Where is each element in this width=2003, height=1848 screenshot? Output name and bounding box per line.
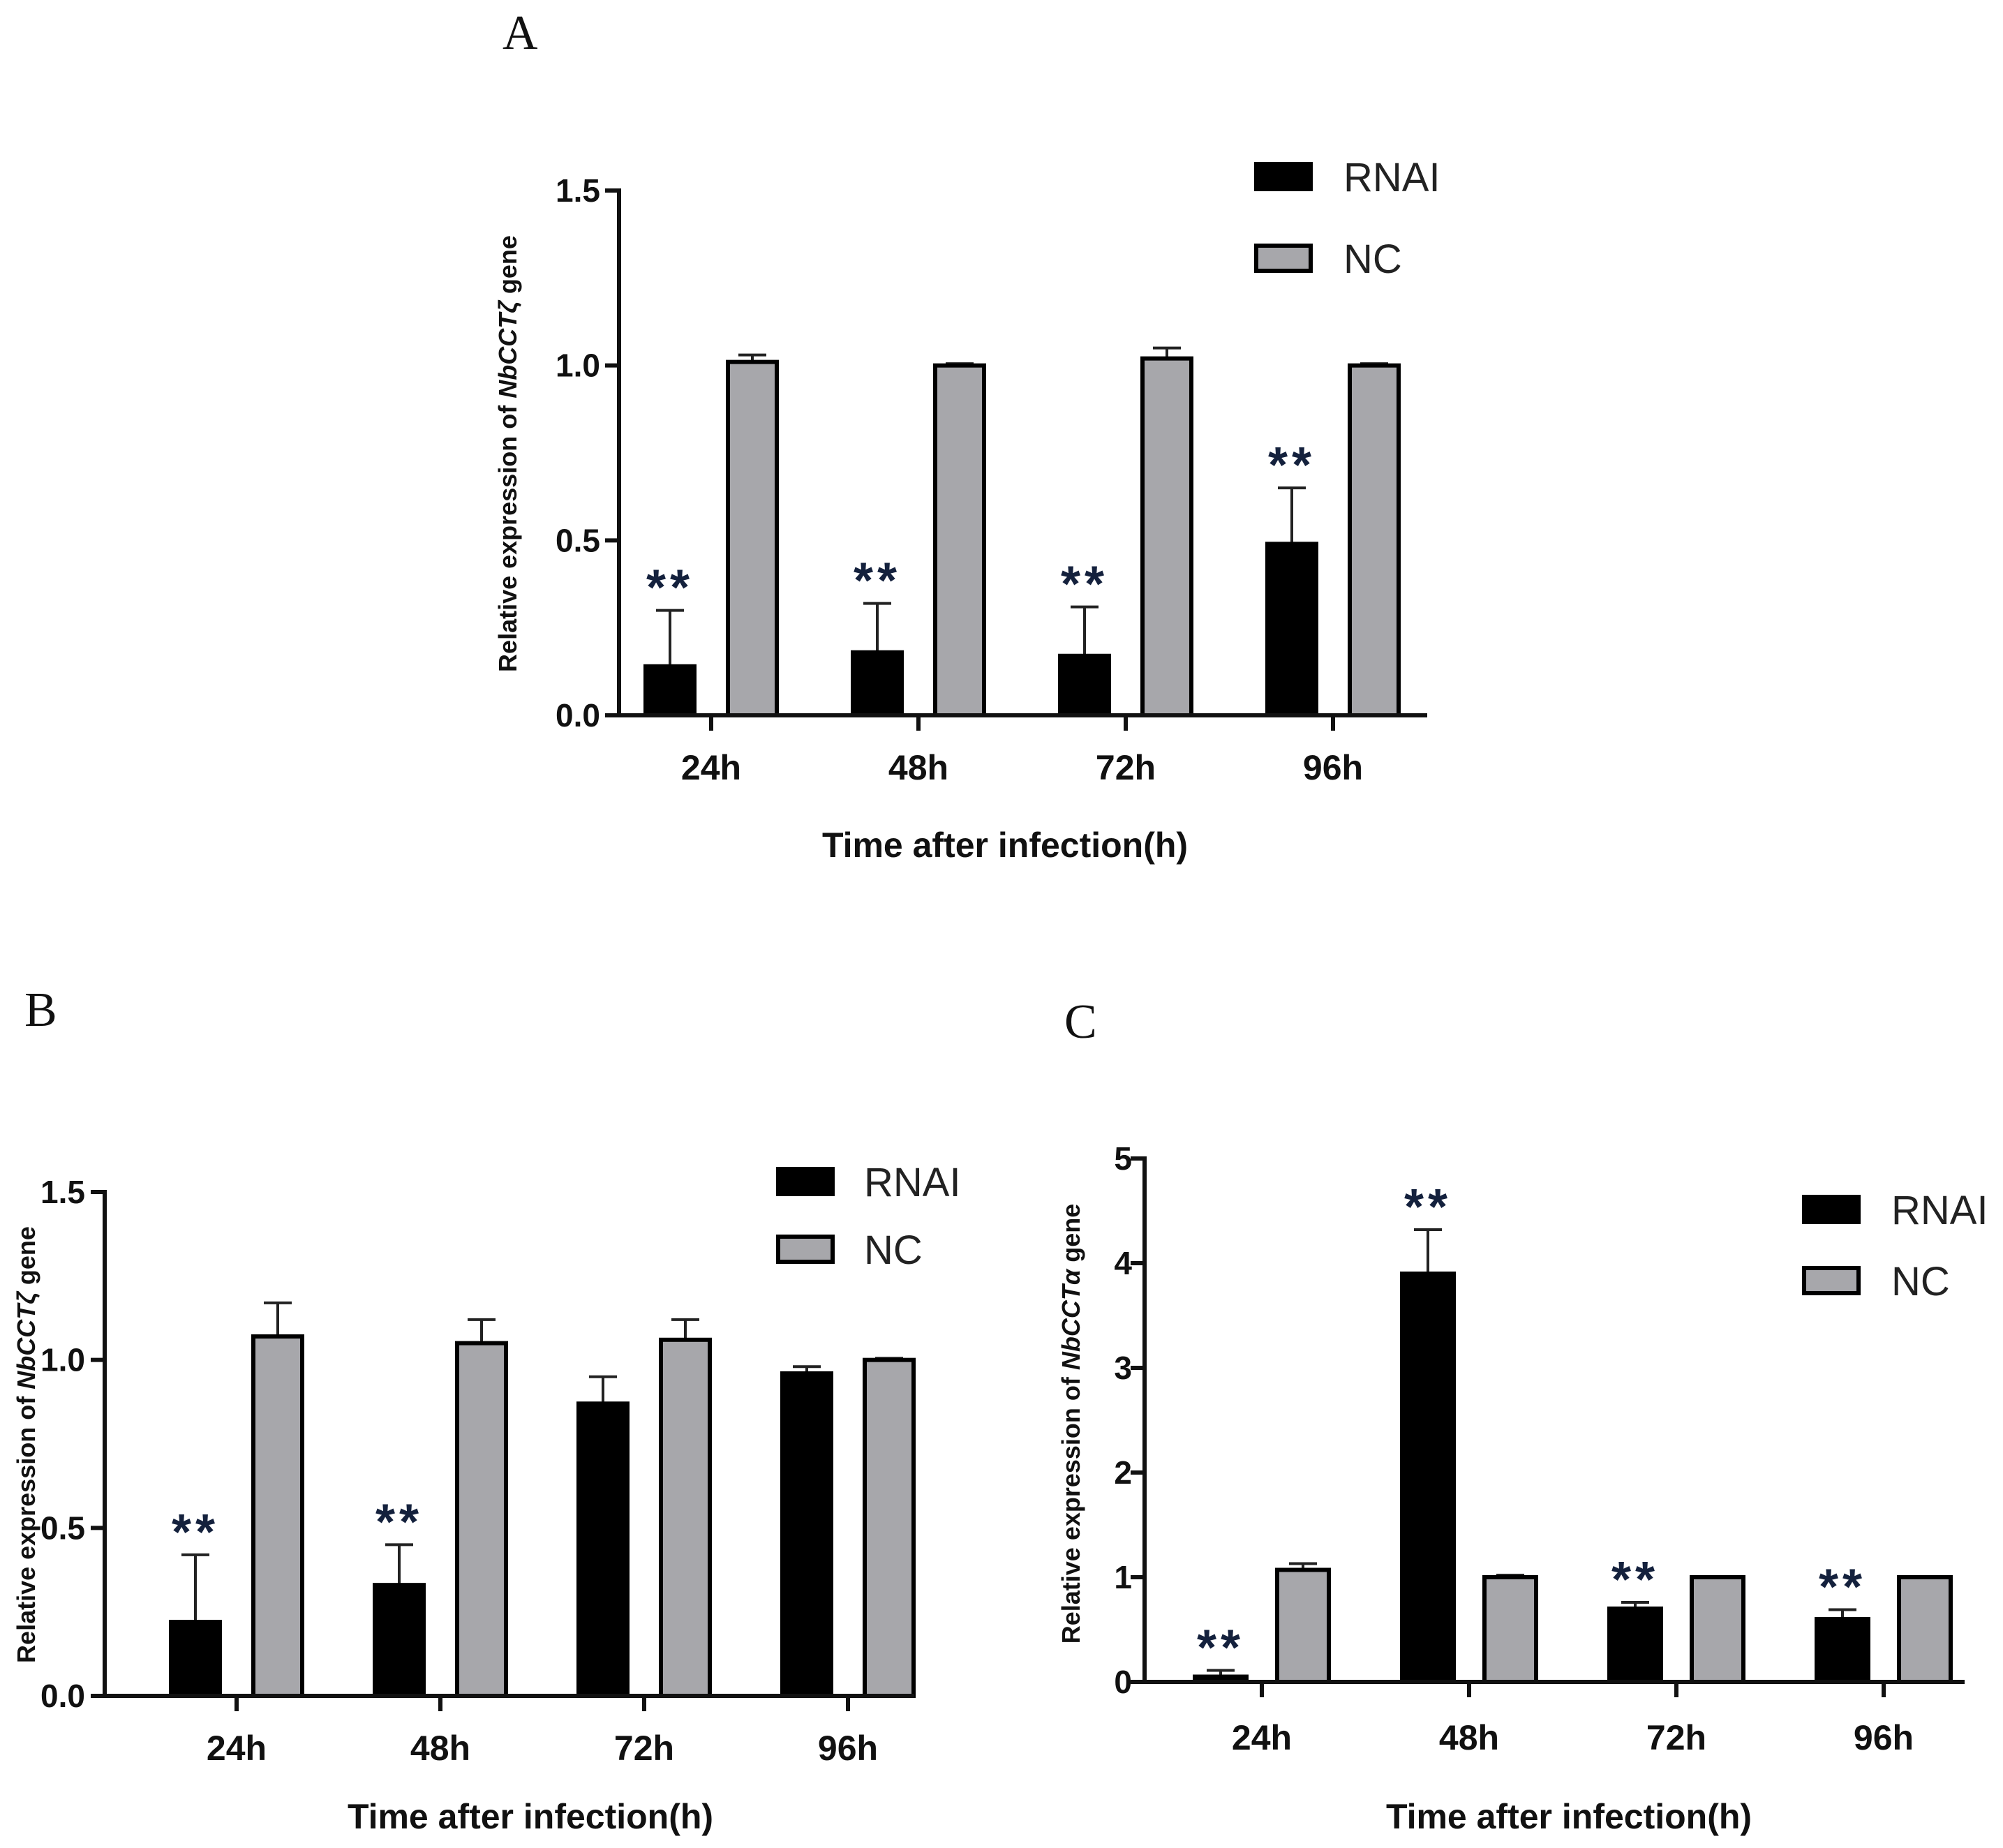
bar-rnai-96h <box>780 1371 833 1699</box>
significance-marker: ** <box>1819 1560 1866 1616</box>
y-axis-title-suffix: gene <box>1057 1204 1085 1269</box>
bar-nc-48h <box>1482 1575 1538 1684</box>
x-tick-label: 96h <box>818 1729 878 1768</box>
legend-label-nc: NC <box>1891 1259 1950 1304</box>
bar-rnai-96h <box>1815 1617 1870 1684</box>
y-tick-label: 0.5 <box>40 1510 85 1546</box>
x-axis-title: Time after infection(h) <box>822 826 1188 865</box>
bar-rnai-24h <box>643 664 697 718</box>
y-tick-label: 2 <box>1114 1454 1132 1491</box>
bar-nc-96h <box>1348 363 1401 718</box>
bar-nc-48h <box>933 363 986 718</box>
legend-swatch-rnai <box>1802 1195 1861 1224</box>
x-tick-label: 96h <box>1854 1718 1914 1757</box>
bar-nc-48h <box>455 1341 508 1698</box>
y-axis-title-suffix: gene <box>493 235 522 301</box>
bar-nc-24h <box>1275 1567 1331 1684</box>
legend-label-nc: NC <box>1343 237 1402 282</box>
legend-swatch-nc <box>1254 244 1313 273</box>
x-tick-label: 24h <box>207 1729 267 1768</box>
legend-swatch-rnai <box>776 1167 835 1196</box>
significance-marker: ** <box>1404 1179 1452 1235</box>
y-tick-label: 5 <box>1114 1140 1132 1177</box>
bar-rnai-24h <box>169 1620 222 1699</box>
y-tick-label: 1.0 <box>40 1342 85 1378</box>
y-axis-title: Relative expression of NbCCTζ gene <box>493 235 522 672</box>
bar-rnai-48h <box>851 650 904 718</box>
y-axis-title-gene: NbCCTζ <box>493 299 522 398</box>
significance-marker: ** <box>854 553 901 609</box>
significance-marker: ** <box>1061 557 1108 613</box>
y-tick-label: 0.5 <box>556 522 600 558</box>
panel-letter: A <box>502 6 538 60</box>
y-tick-label: 1.0 <box>556 348 600 384</box>
panel-letter: B <box>24 983 57 1037</box>
legend-label-rnai: RNAI <box>1891 1188 1988 1233</box>
y-tick-label: 1.5 <box>556 172 600 209</box>
x-tick-label: 24h <box>681 748 741 787</box>
legend-label-nc: NC <box>864 1228 923 1273</box>
bar-rnai-72h <box>576 1401 630 1698</box>
bar-nc-72h <box>1140 356 1193 717</box>
bar-nc-96h <box>863 1357 916 1698</box>
x-tick-label: 72h <box>1096 748 1156 787</box>
y-tick-label: 3 <box>1114 1350 1132 1386</box>
legend-swatch-rnai <box>1254 162 1313 191</box>
y-axis-title-prefix: Relative expression of <box>493 398 522 672</box>
x-axis-title: Time after infection(h) <box>348 1797 713 1836</box>
y-axis-title-prefix: Relative expression of <box>12 1389 40 1663</box>
significance-marker: ** <box>1611 1552 1659 1608</box>
bar-rnai-48h <box>373 1583 426 1698</box>
y-tick-label: 1 <box>1114 1559 1132 1595</box>
bar-nc-72h <box>1690 1575 1745 1684</box>
x-tick-label: 72h <box>614 1729 674 1768</box>
significance-marker: ** <box>375 1494 423 1550</box>
y-axis-title-gene: NbCCTα <box>1057 1268 1085 1370</box>
x-tick-label: 48h <box>888 748 948 787</box>
bar-nc-72h <box>659 1337 712 1698</box>
legend-label-rnai: RNAI <box>864 1160 961 1205</box>
bar-rnai-72h <box>1058 653 1111 717</box>
y-tick-label: 0.0 <box>556 697 600 733</box>
panel-letter: C <box>1064 995 1097 1049</box>
legend-label-rnai: RNAI <box>1343 155 1440 200</box>
y-tick-label: 0 <box>1114 1664 1132 1700</box>
significance-marker: ** <box>646 560 694 616</box>
significance-marker: ** <box>172 1505 219 1560</box>
y-axis-title-gene: NbCCTζ <box>12 1290 40 1389</box>
legend-swatch-nc <box>1802 1266 1861 1295</box>
x-tick-label: 72h <box>1646 1718 1706 1757</box>
significance-marker: ** <box>1197 1620 1244 1676</box>
bar-rnai-72h <box>1607 1607 1663 1684</box>
y-tick-label: 4 <box>1114 1245 1132 1281</box>
panel-b: B ** ** 0.0 0.5 1.0 1.5 24h 48h 72h 96h Time after… <box>12 983 961 1836</box>
bar-nc-24h <box>251 1334 304 1699</box>
y-axis-title: Relative expression of NbCCTα gene <box>1057 1204 1085 1644</box>
y-axis-title-suffix: gene <box>12 1226 40 1292</box>
significance-marker: ** <box>1268 438 1316 493</box>
panel-c: C ** ** ** ** 0 1 2 3 4 5 24h 48h 72h 96h Time after i… <box>1057 995 1988 1836</box>
x-tick-label: 24h <box>1232 1718 1292 1757</box>
x-tick-label: 48h <box>410 1729 470 1768</box>
x-tick-label: 48h <box>1439 1718 1499 1757</box>
legend-swatch-nc <box>776 1235 835 1264</box>
x-axis-title: Time after infection(h) <box>1386 1797 1752 1836</box>
y-axis-title: Relative expression of NbCCTζ gene <box>12 1226 40 1663</box>
x-tick-label: 96h <box>1303 748 1363 787</box>
bar-nc-96h <box>1897 1575 1953 1684</box>
y-tick-label: 0.0 <box>40 1678 85 1714</box>
bar-rnai-96h <box>1265 542 1318 718</box>
bar-nc-24h <box>726 359 779 717</box>
y-tick-label: 1.5 <box>40 1174 85 1210</box>
panel-a: A ** ** ** ** 0.0 0.5 1.0 1.5 24h 48h 72h 96h Time a… <box>493 6 1440 865</box>
y-axis-title-prefix: Relative expression of <box>1057 1370 1085 1644</box>
bar-rnai-48h <box>1400 1272 1456 1684</box>
